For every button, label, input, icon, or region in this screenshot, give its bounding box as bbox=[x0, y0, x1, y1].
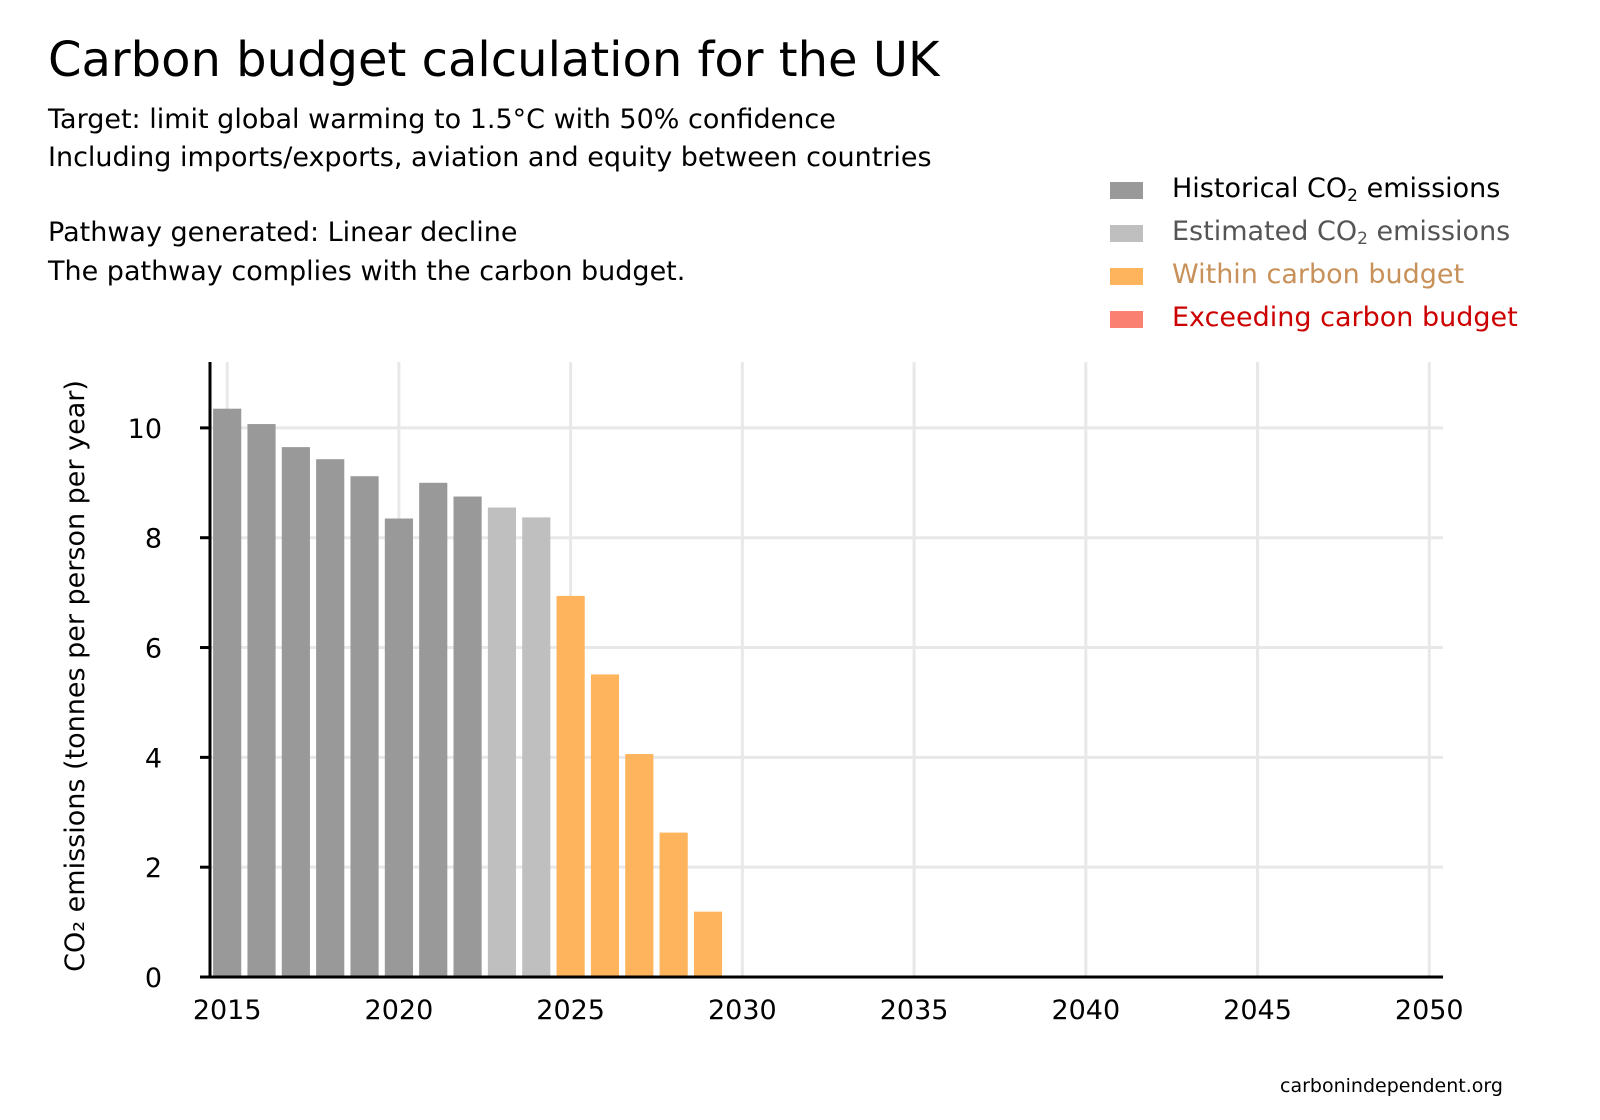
legend-label-text: Historical CO bbox=[1172, 173, 1348, 204]
bar bbox=[247, 424, 276, 978]
legend-label: Exceeding carbon budget bbox=[1172, 301, 1518, 335]
legend-label-text: Within carbon budget bbox=[1172, 259, 1465, 290]
y-axis-title: CO₂ emissions (tonnes per person per yea… bbox=[60, 380, 91, 972]
bar bbox=[590, 674, 620, 977]
bar bbox=[487, 507, 517, 977]
axes bbox=[200, 362, 1443, 979]
legend-item-exceeding-budget: Exceeding carbon budget bbox=[1110, 301, 1590, 344]
y-tick-label: 4 bbox=[145, 743, 162, 774]
y-tick-label: 10 bbox=[128, 414, 162, 445]
compliance-statement: The pathway complies with the carbon bud… bbox=[48, 256, 686, 287]
x-tick-label: 2050 bbox=[1395, 995, 1464, 1026]
pathway-description: Pathway generated: Linear decline bbox=[48, 217, 518, 248]
bar bbox=[384, 518, 413, 977]
legend-label-subscript: 2 bbox=[1347, 186, 1358, 206]
legend-label-subscript: 2 bbox=[1357, 229, 1368, 249]
bar bbox=[522, 517, 551, 977]
legend-item-estimated: Estimated CO2 emissions bbox=[1110, 215, 1590, 258]
chart-title: Carbon budget calculation for the UK bbox=[48, 32, 940, 88]
y-tick-label: 6 bbox=[145, 634, 162, 665]
bar bbox=[281, 447, 310, 978]
legend-label-text-end: emissions bbox=[1367, 216, 1511, 247]
bar bbox=[419, 482, 448, 977]
y-tick-label: 8 bbox=[145, 524, 162, 555]
x-tick-label: 2030 bbox=[708, 995, 777, 1026]
bar bbox=[213, 408, 242, 978]
legend-swatch bbox=[1110, 311, 1143, 328]
x-tick-label: 2025 bbox=[536, 995, 605, 1026]
legend-item-historical: Historical CO2 emissions bbox=[1110, 172, 1590, 215]
x-tick-label: 2035 bbox=[880, 995, 949, 1026]
bar bbox=[316, 459, 345, 977]
x-tick-label: 2015 bbox=[193, 995, 262, 1026]
x-tick-label: 2020 bbox=[365, 995, 434, 1026]
chart-legend: Historical CO2 emissions Estimated CO2 e… bbox=[1110, 172, 1590, 344]
bar bbox=[453, 496, 482, 977]
legend-label: Estimated CO2 emissions bbox=[1172, 215, 1510, 249]
legend-label-text: Exceeding carbon budget bbox=[1172, 302, 1518, 333]
legend-item-within-budget: Within carbon budget bbox=[1110, 258, 1590, 301]
bar-series bbox=[213, 408, 1444, 978]
bar bbox=[350, 476, 379, 977]
chart-subtitle-target: Target: limit global warming to 1.5°C wi… bbox=[48, 104, 836, 135]
x-tick-label: 2045 bbox=[1223, 995, 1292, 1026]
legend-swatch bbox=[1110, 182, 1143, 199]
legend-label-text-end: emissions bbox=[1358, 173, 1501, 204]
legend-swatch bbox=[1110, 268, 1143, 285]
tick-labels: 2015 2020 2025 2030 2035 2040 2045 2050 0 2 4 6 8 10 bbox=[128, 414, 1464, 1026]
chart-subtitle-scope: Including imports/exports, aviation and … bbox=[48, 142, 932, 173]
y-tick-label: 0 bbox=[145, 963, 162, 994]
legend-swatch bbox=[1110, 225, 1143, 242]
legend-label: Within carbon budget bbox=[1172, 258, 1464, 292]
x-tick-label: 2040 bbox=[1051, 995, 1120, 1026]
bar bbox=[625, 754, 654, 977]
bar bbox=[556, 595, 585, 977]
legend-label: Historical CO2 emissions bbox=[1172, 172, 1500, 206]
source-credit: carbonindependent.org bbox=[1280, 1075, 1503, 1097]
bar bbox=[659, 832, 688, 977]
bar bbox=[693, 911, 723, 977]
y-tick-label: 2 bbox=[145, 853, 162, 884]
legend-label-text: Estimated CO bbox=[1172, 216, 1358, 247]
